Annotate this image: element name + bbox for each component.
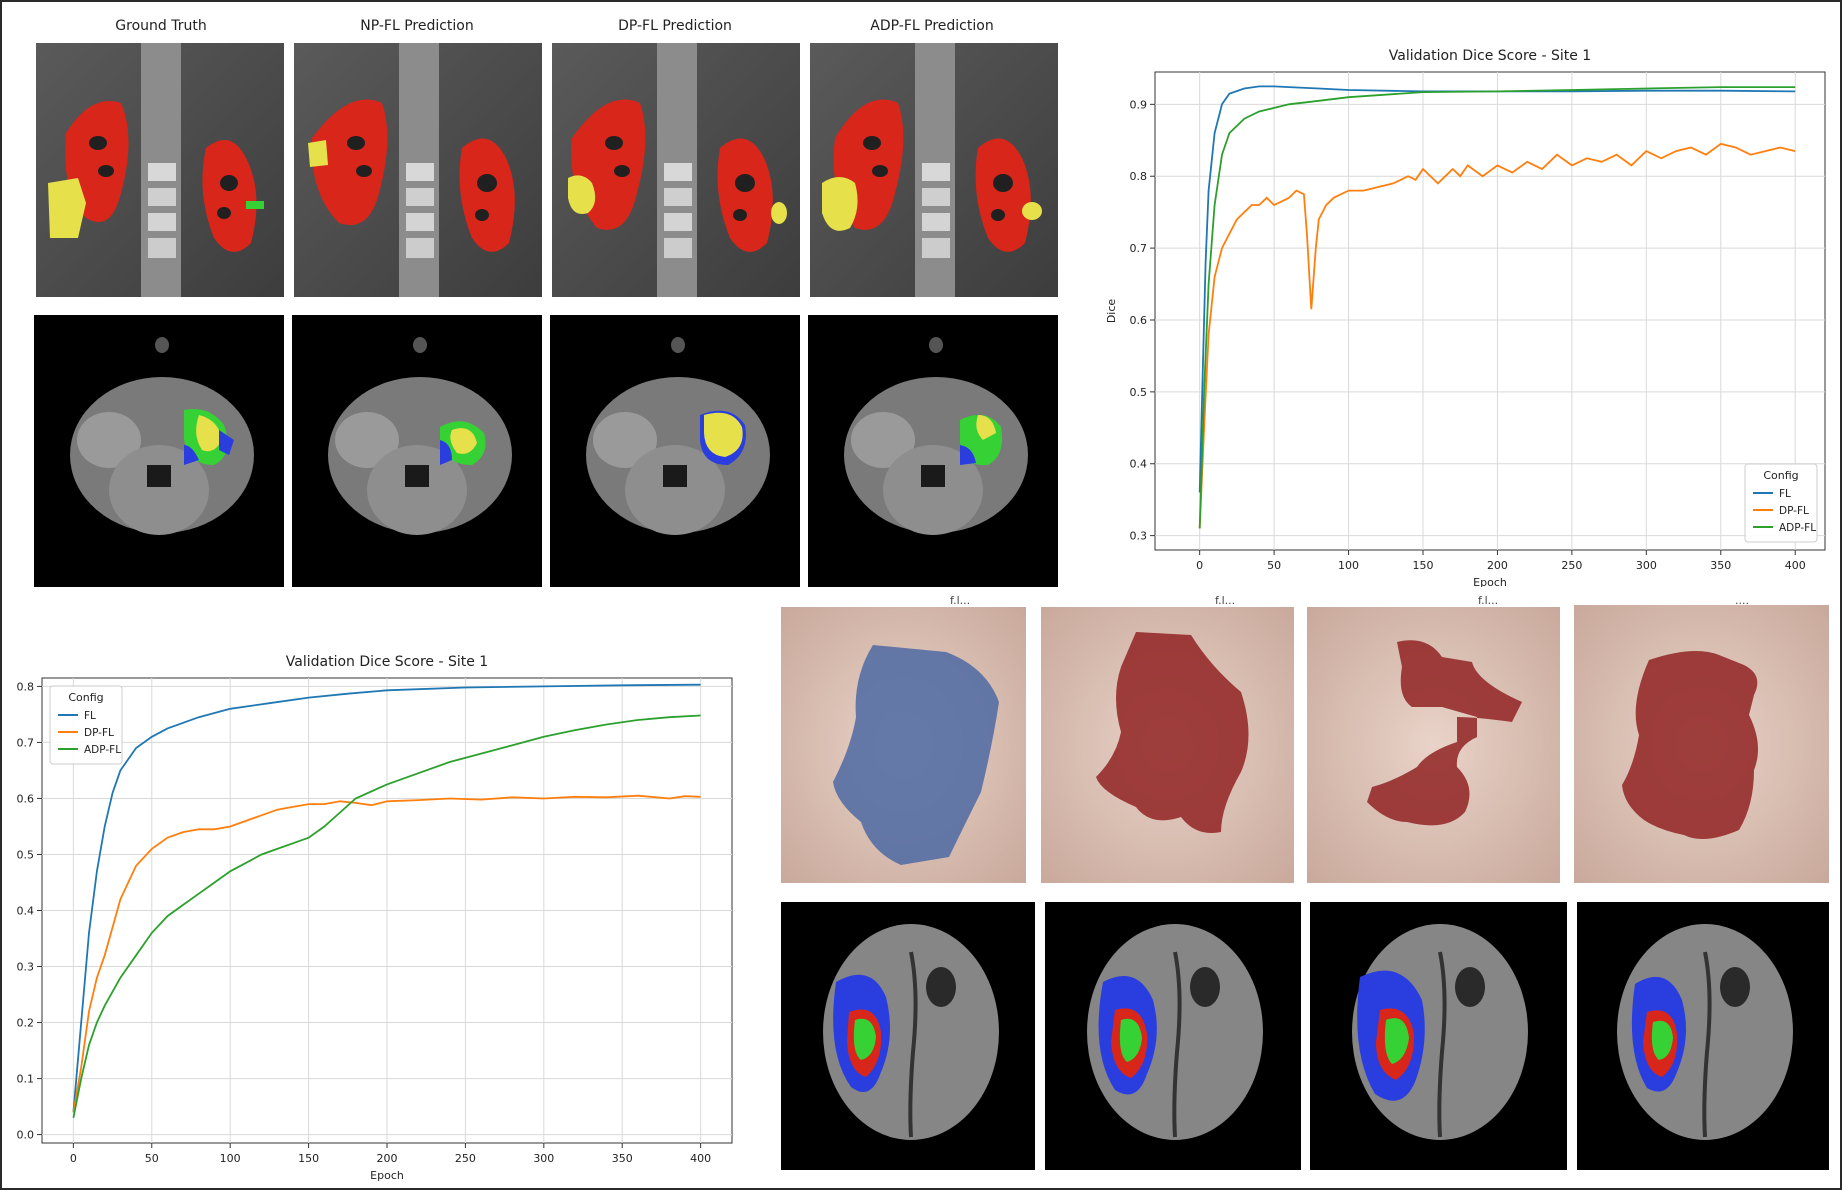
top-chart-legend	[1744, 463, 1818, 543]
column-title-dp-fl: DP-FL Prediction	[618, 18, 732, 34]
kidney-ct-adp-fl	[810, 43, 1058, 297]
top-chart-series-dp-fl	[1198, 142, 1796, 529]
bottom-chart-ytick-label: 0.6	[17, 792, 35, 805]
skin-lesion-adp-fl	[1574, 605, 1829, 883]
bottom-chart-ytick-label: 0.4	[17, 905, 35, 918]
top-chart-ylabel: Dice	[1105, 299, 1118, 324]
dice-chart-bottom: 0 50 100 150 200 250 300 350 400 0.0 0.1 0.2 0.3 0.4 0…	[2, 654, 733, 1182]
top-chart-ytick-label: 0.4	[1130, 458, 1148, 471]
top-chart-series-fl	[1198, 85, 1796, 493]
bottom-chart-ytick-label: 0.3	[17, 961, 35, 974]
bottom-chart-xtick-label: 400	[690, 1152, 711, 1165]
bottom-chart-ytick-label: 0.1	[17, 1073, 35, 1086]
bottom-chart-legend-label: ADP-FL	[84, 744, 121, 756]
brain-mri-np-fl	[292, 315, 542, 587]
column-title-ground-truth: Ground Truth	[115, 18, 207, 34]
brain-mri-dp-fl	[550, 315, 800, 587]
skin-caption-fragment	[781, 600, 784, 606]
bottom-chart-xtick-label: 350	[612, 1152, 633, 1165]
skin-caption-fragment-4: ....	[1735, 594, 1749, 607]
skin-caption-fragment-2: f.l...	[1215, 594, 1236, 607]
top-chart-xtick-label: 200	[1487, 559, 1508, 572]
skin-lesion-ground-truth	[781, 607, 1026, 883]
top-chart-title: Validation Dice Score - Site 1	[1389, 48, 1591, 64]
column-title-np-fl: NP-FL Prediction	[360, 18, 474, 34]
top-chart-legend-title: Config	[1763, 469, 1798, 482]
top-chart-xtick-label: 300	[1636, 559, 1657, 572]
brain-tumor-adp-fl	[1577, 902, 1829, 1170]
kidney-ct-np-fl	[294, 43, 542, 297]
top-chart-ytick-label: 0.7	[1130, 242, 1148, 255]
skin-caption-fragment-1: f.l...	[950, 594, 971, 607]
bottom-chart-xlabel: Epoch	[370, 1169, 404, 1182]
bottom-chart-xtick-label: 100	[220, 1152, 241, 1165]
kidney-ct-ground-truth	[36, 43, 284, 297]
bottom-chart-ytick-label: 0.0	[17, 1129, 35, 1142]
bottom-chart-ytick-label: 0.8	[17, 680, 35, 693]
brain-tumor-dp-fl	[1310, 902, 1567, 1170]
top-chart-xtick-label: 150	[1413, 559, 1434, 572]
bottom-chart-xtick-label: 0	[70, 1152, 77, 1165]
top-chart-series-adp-fl	[1198, 86, 1796, 529]
top-chart-legend-label: FL	[1779, 488, 1791, 500]
bottom-chart-ytick-label: 0.5	[17, 848, 35, 861]
bottom-chart-legend	[49, 685, 123, 765]
skin-caption-fragment-3: f.l...	[1478, 594, 1499, 607]
bottom-chart-ytick-label: 0.2	[17, 1017, 35, 1030]
bottom-chart-series-fl	[72, 683, 701, 1113]
bottom-chart-series-dp-fl	[72, 794, 701, 1113]
brain-tumor-np-fl	[1045, 902, 1301, 1170]
dice-chart-top: 0 50 100 150 200 250 300 350 400 0.3 0.4 0.5 0.6 0.7 0…	[1105, 48, 1826, 587]
kidney-ct-dp-fl	[552, 43, 800, 297]
top-chart-xtick-label: 400	[1785, 559, 1806, 572]
top-chart-xtick-label: 50	[1267, 559, 1281, 572]
bottom-chart-legend-label: FL	[84, 710, 96, 722]
top-chart-ytick-label: 0.9	[1130, 98, 1148, 111]
top-chart-xtick-label: 250	[1561, 559, 1582, 572]
top-chart-xtick-label: 100	[1338, 559, 1359, 572]
bottom-chart-xtick-label: 50	[145, 1152, 159, 1165]
bottom-chart-xtick-label: 250	[455, 1152, 476, 1165]
top-chart-xtick-label: 350	[1710, 559, 1731, 572]
bottom-chart-legend-title: Config	[68, 691, 103, 704]
bottom-chart-series-adp-fl	[72, 714, 701, 1118]
bottom-chart-xtick-label: 200	[377, 1152, 398, 1165]
top-chart-plot-area	[1154, 71, 1826, 551]
skin-lesion-dp-fl	[1307, 607, 1560, 883]
bottom-chart-title: Validation Dice Score - Site 1	[286, 654, 488, 670]
bottom-chart-ytick-label: 0.7	[17, 736, 35, 749]
top-chart-ytick-label: 0.5	[1130, 386, 1148, 399]
top-chart-ytick-label: 0.8	[1130, 170, 1148, 183]
brain-tumor-ground-truth	[781, 902, 1035, 1170]
top-chart-legend-label: DP-FL	[1779, 505, 1809, 517]
bottom-chart-xtick-label: 150	[298, 1152, 319, 1165]
column-title-adp-fl: ADP-FL Prediction	[870, 18, 994, 34]
top-chart-xtick-label: 0	[1196, 559, 1203, 572]
top-chart-legend-label: ADP-FL	[1779, 522, 1816, 534]
brain-mri-ground-truth	[34, 315, 284, 587]
top-chart-xlabel: Epoch	[1473, 576, 1507, 587]
top-chart-ytick-label: 0.3	[1130, 530, 1148, 543]
bottom-chart-legend-label: DP-FL	[84, 727, 114, 739]
brain-mri-adp-fl	[808, 315, 1058, 587]
bottom-chart-ylabel: Dice	[2, 898, 5, 923]
bottom-chart-xtick-label: 300	[533, 1152, 554, 1165]
skin-lesion-np-fl	[1041, 607, 1294, 883]
top-chart-ytick-label: 0.6	[1130, 314, 1148, 327]
